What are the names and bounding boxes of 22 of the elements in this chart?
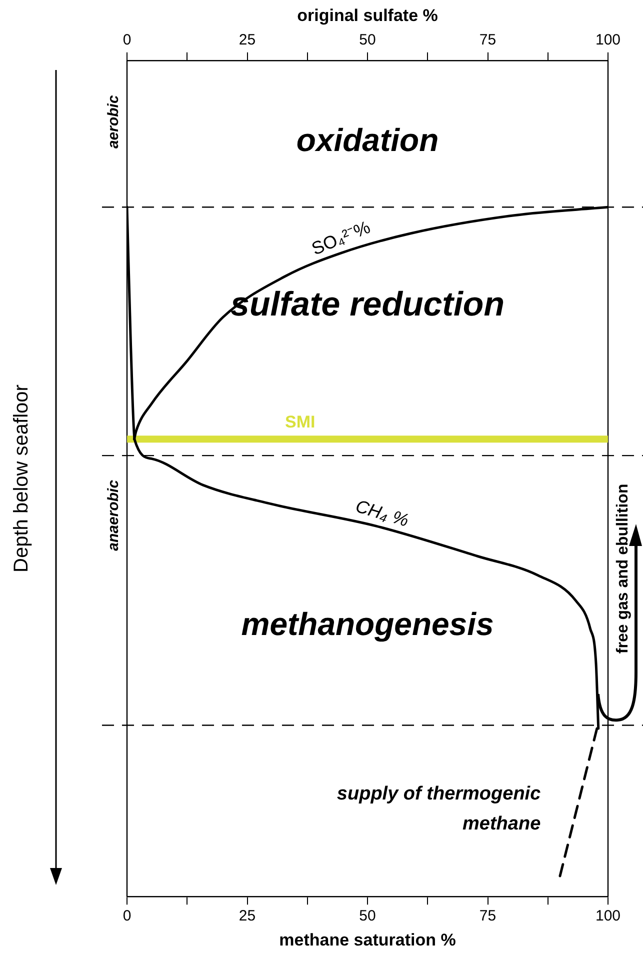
x2-tick-label: 25 xyxy=(238,32,256,49)
text: anaerobic xyxy=(105,479,122,551)
annotation: sulfate reduction xyxy=(230,286,504,324)
text: free gas and ebullition xyxy=(614,484,632,654)
x-tick-label: 100 xyxy=(595,908,621,925)
x-tick-label: 0 xyxy=(122,908,132,925)
x2-tick-label: 100 xyxy=(595,32,621,49)
x-axis-title: methane saturation % xyxy=(279,930,456,950)
y-axis-title: Depth below seafloor xyxy=(10,384,33,572)
annotation: supply of thermogenic methane xyxy=(336,783,542,834)
x2-tick-label: 0 xyxy=(122,32,132,49)
x2-axis-title: original sulfate % xyxy=(297,6,438,25)
annotation: oxidation xyxy=(296,122,439,158)
text: aerobic xyxy=(105,94,122,149)
ref-line-label: SMI xyxy=(285,412,316,432)
text: CH₄ % xyxy=(353,496,412,531)
x-tick-label: 25 xyxy=(238,908,256,925)
x-tick-label: 75 xyxy=(479,908,496,925)
x-tick-label: 50 xyxy=(359,908,376,925)
x2-tick-label: 75 xyxy=(479,32,496,49)
x2-tick-label: 50 xyxy=(359,32,376,49)
annotation: methanogenesis xyxy=(241,606,494,642)
